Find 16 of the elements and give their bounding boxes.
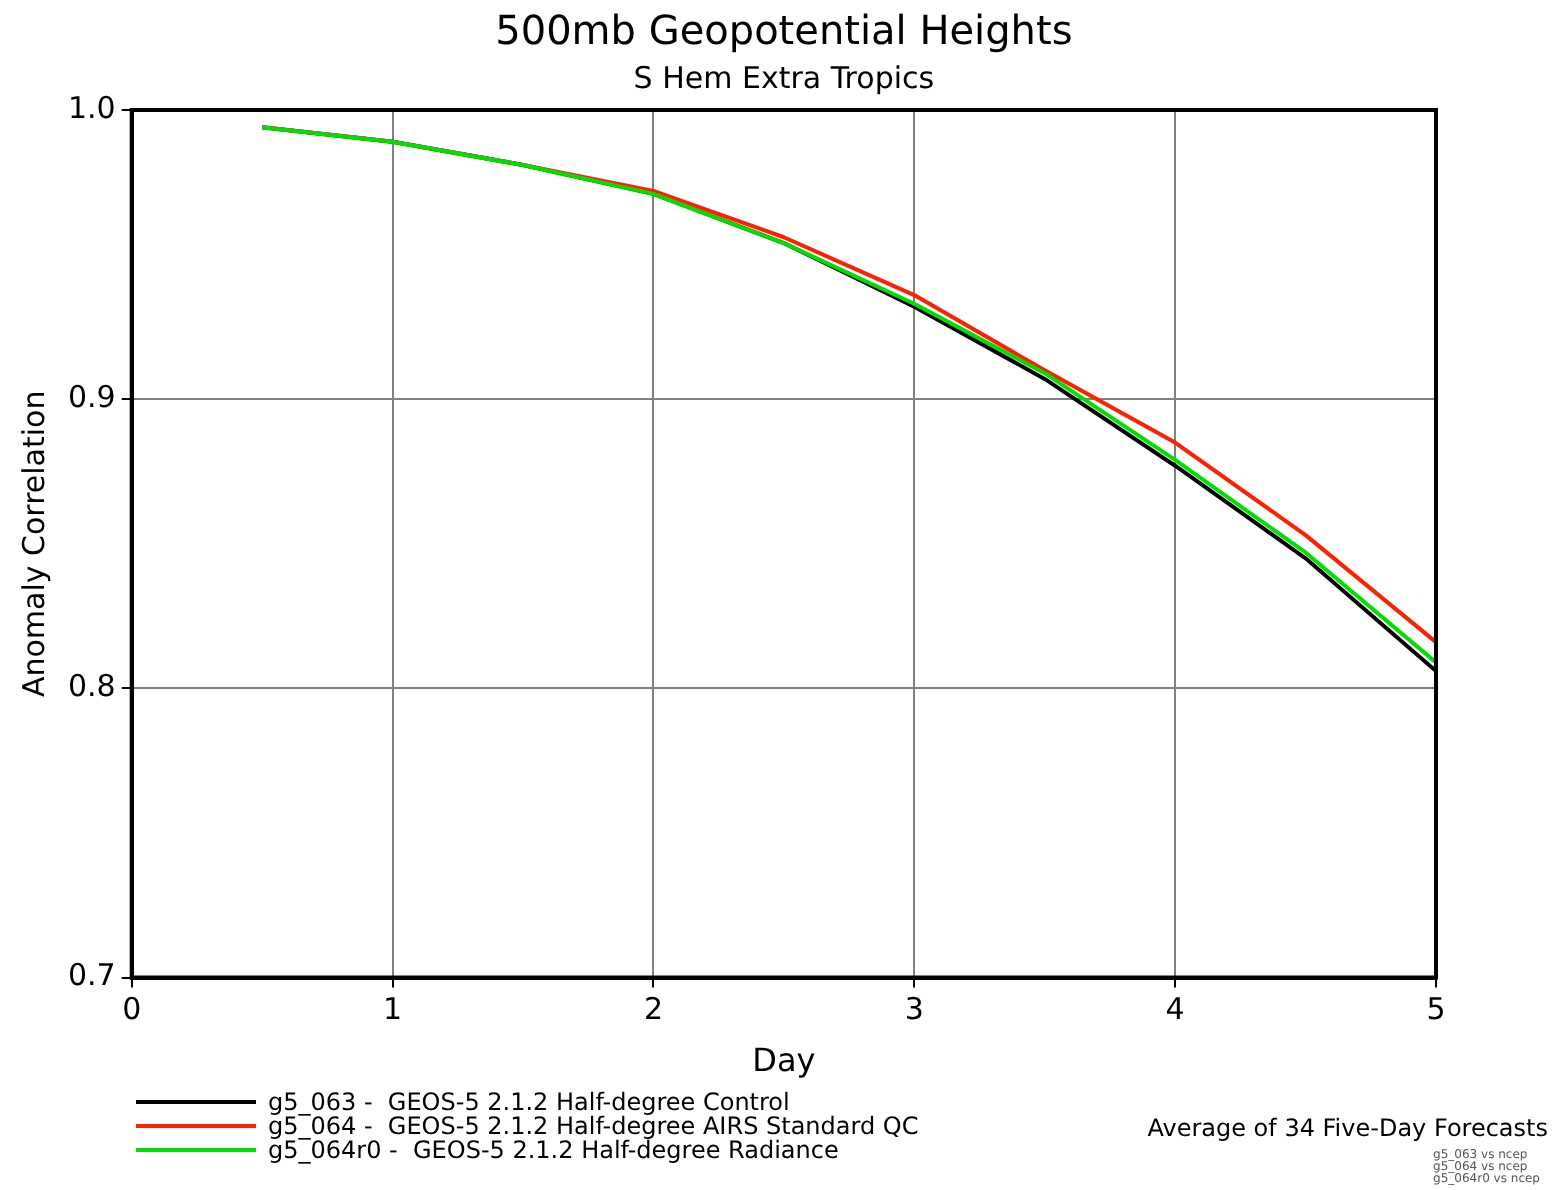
x-tick-label: 3 xyxy=(904,991,924,1028)
y-tick-label: 0.8 xyxy=(67,668,116,705)
chart-title: 500mb Geopotential Heights xyxy=(495,6,1073,54)
chart-subtitle: S Hem Extra Tropics xyxy=(633,60,935,96)
y-tick-label: 0.7 xyxy=(67,957,116,994)
y-axis-title: Anomaly Correlation xyxy=(15,390,52,698)
x-tick-label: 1 xyxy=(383,991,403,1028)
x-tick-label: 0 xyxy=(122,991,142,1028)
text: Average of 34 Five-Day Forecasts xyxy=(1147,1114,1548,1142)
x-axis-title: Day xyxy=(752,1041,816,1080)
x-tick-label: 4 xyxy=(1165,991,1185,1028)
legend-label: g5_063 - GEOS-5 2.1.2 Half-degree Control xyxy=(268,1088,790,1116)
y-tick-label: 1.0 xyxy=(67,89,116,126)
x-tick-label: 5 xyxy=(1426,991,1446,1028)
x-tick-label: 2 xyxy=(643,991,663,1028)
y-tick-label: 0.9 xyxy=(67,378,116,415)
